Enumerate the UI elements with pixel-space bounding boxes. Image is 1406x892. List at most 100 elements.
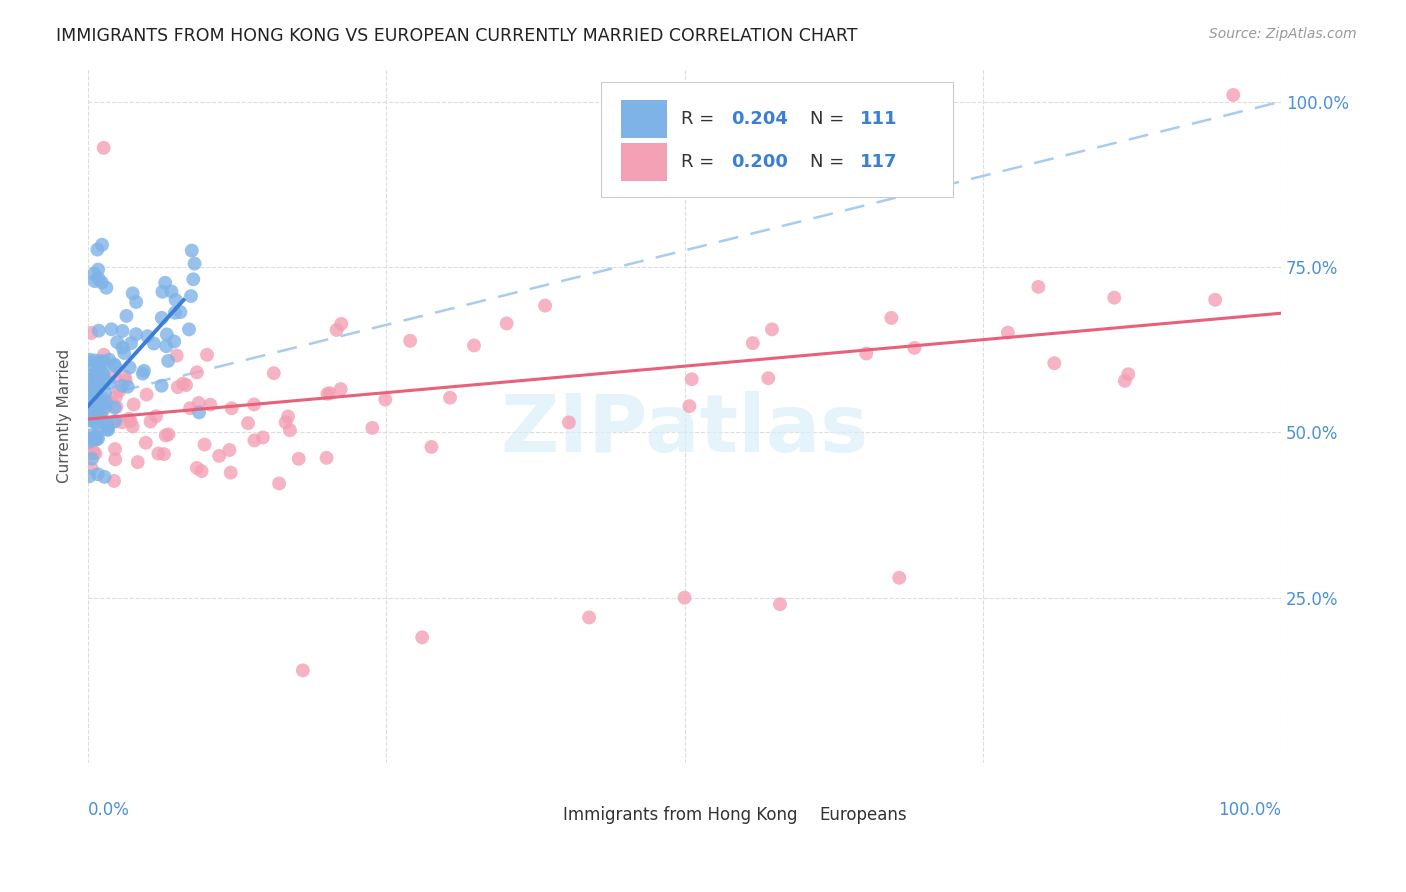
Point — [82, 359, 104, 373]
Point — [94, 400, 117, 414]
Point — [330, 317, 353, 331]
Point — [155, 339, 177, 353]
Bar — [621, 100, 666, 138]
Point — [142, 336, 165, 351]
Point — [84, 379, 107, 393]
Point — [291, 664, 314, 678]
Point — [122, 397, 145, 411]
Point — [83, 353, 105, 368]
Point — [91, 367, 114, 381]
Point — [186, 365, 208, 379]
Point — [117, 380, 139, 394]
Point — [179, 401, 201, 416]
Point — [86, 433, 108, 447]
Point — [463, 338, 485, 352]
Text: Source: ZipAtlas.com: Source: ZipAtlas.com — [1209, 27, 1357, 41]
Point — [163, 306, 186, 320]
Point — [673, 591, 696, 605]
Point — [93, 141, 115, 155]
Point — [221, 401, 243, 416]
Text: 0.200: 0.200 — [731, 153, 787, 171]
Point — [174, 378, 197, 392]
Point — [82, 409, 104, 423]
Point — [111, 415, 134, 429]
Point — [889, 571, 911, 585]
Point — [79, 389, 101, 403]
Point — [219, 466, 242, 480]
Point — [118, 411, 141, 425]
Point — [329, 382, 352, 396]
Point — [79, 368, 101, 383]
Point — [139, 415, 162, 429]
Point — [157, 354, 180, 368]
Point — [83, 267, 105, 281]
Bar — [621, 144, 666, 181]
Point — [218, 442, 240, 457]
Point — [98, 376, 121, 391]
Point — [534, 299, 557, 313]
Point — [681, 372, 703, 386]
Point — [114, 374, 136, 388]
Point — [287, 451, 309, 466]
Point — [79, 433, 101, 447]
Point — [180, 289, 202, 303]
Point — [83, 389, 105, 403]
Point — [104, 359, 127, 373]
Point — [83, 391, 105, 405]
Point — [166, 380, 188, 394]
Point — [181, 272, 204, 286]
Point — [93, 470, 115, 484]
Point — [114, 369, 136, 384]
Point — [97, 423, 120, 437]
Point — [86, 410, 108, 425]
Point — [98, 352, 121, 367]
Point — [93, 355, 115, 369]
Point — [1028, 280, 1050, 294]
Point — [120, 414, 142, 428]
Point — [120, 336, 142, 351]
Point — [83, 383, 105, 397]
Point — [84, 416, 107, 430]
Point — [79, 428, 101, 442]
Point — [439, 391, 461, 405]
Point — [578, 610, 600, 624]
Point — [180, 244, 202, 258]
Point — [163, 334, 186, 349]
Point — [880, 310, 903, 325]
Point — [80, 404, 103, 418]
Point — [208, 449, 231, 463]
Point — [495, 317, 517, 331]
Point — [80, 408, 103, 422]
Point — [115, 309, 138, 323]
Point — [121, 286, 143, 301]
Point — [94, 385, 117, 400]
Point — [90, 276, 112, 290]
Text: 117: 117 — [860, 153, 897, 171]
Point — [186, 461, 208, 475]
Point — [96, 418, 118, 433]
Point — [153, 447, 176, 461]
Point — [79, 406, 101, 420]
Point — [100, 322, 122, 336]
Text: IMMIGRANTS FROM HONG KONG VS EUROPEAN CURRENTLY MARRIED CORRELATION CHART: IMMIGRANTS FROM HONG KONG VS EUROPEAN CU… — [56, 27, 858, 45]
Point — [84, 433, 107, 447]
Text: R =: R = — [681, 111, 720, 128]
Point — [84, 365, 107, 379]
Point — [136, 329, 159, 343]
Point — [80, 451, 103, 466]
Point — [84, 383, 107, 397]
Point — [1116, 368, 1139, 382]
Point — [187, 396, 209, 410]
Point — [195, 348, 218, 362]
Point — [87, 467, 110, 482]
Point — [79, 401, 101, 416]
Point — [96, 281, 118, 295]
Point — [269, 476, 291, 491]
Point — [86, 429, 108, 443]
Point — [91, 405, 114, 419]
Point — [411, 630, 433, 644]
Point — [132, 364, 155, 378]
Point — [84, 447, 107, 461]
Point — [1043, 356, 1066, 370]
Point — [903, 341, 925, 355]
